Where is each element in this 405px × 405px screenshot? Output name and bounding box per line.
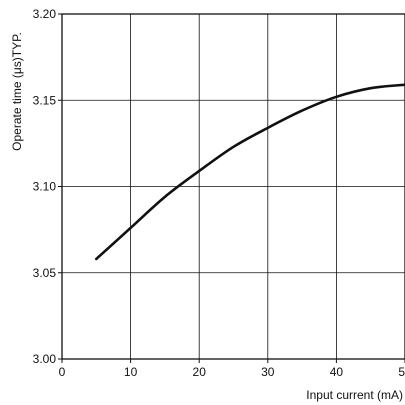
y-axis-label: Operate time (μs)TYP. (10, 32, 24, 151)
x-tick-label: 0 (59, 365, 66, 379)
x-tick-label: 40 (330, 365, 344, 379)
y-tick-label: 3.05 (33, 266, 57, 280)
x-tick-label: 20 (193, 365, 207, 379)
y-tick-label: 3.00 (33, 352, 57, 366)
series-lines (95, 83, 405, 261)
x-axis-label: Input current (mA) (306, 388, 403, 402)
x-axis-ticks: 0 10 20 30 40 50 (59, 359, 405, 379)
y-tick-label: 3.15 (33, 93, 57, 107)
x-tick-label: 30 (261, 365, 275, 379)
y-tick-label: 3.10 (33, 180, 57, 194)
series-line-0 (95, 83, 405, 261)
y-axis-ticks: 3.00 3.05 3.10 3.15 3.20 (33, 7, 62, 366)
y-tick-label: 3.20 (33, 7, 57, 21)
x-tick-label: 10 (124, 365, 138, 379)
x-tick-label: 50 (398, 365, 405, 379)
grid-lines (62, 14, 405, 359)
